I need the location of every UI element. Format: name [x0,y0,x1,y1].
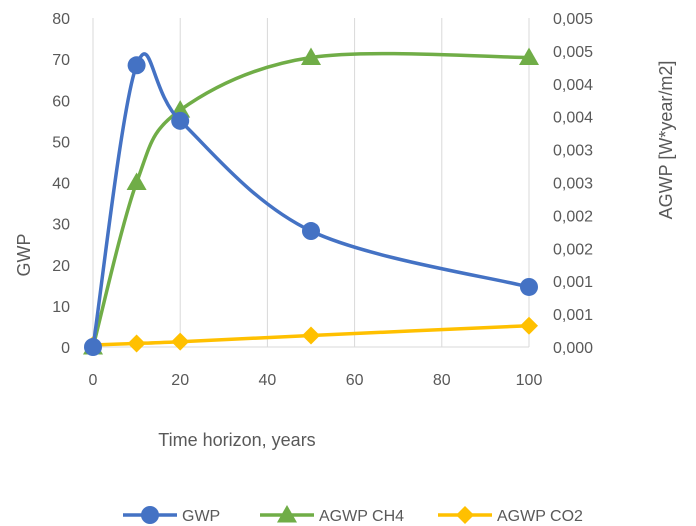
y2-tick-label: 0,003 [553,176,593,193]
y-tick-label: 70 [52,52,70,69]
y-tick-label: 80 [52,11,70,28]
legend-label-agwp-ch4: AGWP CH4 [319,508,404,525]
legend-marker-agwp-co2 [456,506,474,524]
x-tick-label: 40 [259,372,277,389]
grid [92,18,530,347]
data-point-gwp [520,277,538,296]
y2-tick-label: 0,001 [553,307,593,324]
legend-marker-gwp [141,506,159,524]
x-tick-label: 80 [433,372,451,389]
y2-tick-label: 0,000 [553,340,593,357]
y-tick-label: 30 [52,217,70,234]
series-line-agwp-ch4 [91,51,530,348]
data-point-agwp-ch4 [519,47,539,65]
y2-tick-label: 0,002 [553,241,593,258]
x-tick-label: 100 [516,372,543,389]
data-point-gwp [84,338,102,356]
legend-label-agwp-co2: AGWP CO2 [497,508,583,525]
y2-axis-title: AGWP [W*year/m2] [656,61,676,220]
y2-tick-label: 0,005 [553,44,593,61]
legend-label-gwp: GWP [182,508,220,525]
data-point-gwp [171,111,190,130]
y2-tick-label: 0,005 [553,11,593,28]
y-tick-label: 0 [61,340,70,357]
data-point-agwp-co2 [127,334,146,353]
data-point-gwp [302,222,320,241]
data-point-gwp [127,56,146,75]
data-point-agwp-ch4 [301,47,321,65]
axes [92,18,529,348]
y2-tick-label: 0,002 [553,208,593,225]
y-axis-title: GWP [14,234,34,277]
data-point-agwp-co2 [171,332,190,351]
legend: GWP AGWP CH4 AGWP CO2 [123,505,583,525]
legend-marker-agwp-ch4 [277,505,297,523]
y2-tick-label: 0,001 [553,274,593,291]
x-tick-label: 20 [171,372,189,389]
y-tick-label: 40 [52,176,70,193]
series-line-gwp [91,52,530,348]
tick-labels: 0 20 40 60 80 100 0 10 20 30 40 50 60 70 80 0,000 0,001 0… [52,11,593,389]
x-axis-title: Time horizon, years [158,430,315,450]
y-tick-label: 10 [52,299,70,316]
y-tick-label: 60 [52,93,70,110]
y2-tick-label: 0,003 [553,143,593,160]
x-tick-label: 60 [346,372,364,389]
series-layer [83,47,539,356]
x-tick-label: 0 [89,372,98,389]
data-point-agwp-co2 [302,326,320,345]
data-point-agwp-co2 [520,316,538,335]
data-point-agwp-ch4 [126,172,147,190]
y2-tick-label: 0,004 [553,77,593,94]
y-tick-label: 50 [52,134,70,151]
y2-tick-label: 0,004 [553,110,593,127]
y-tick-label: 20 [52,258,70,275]
